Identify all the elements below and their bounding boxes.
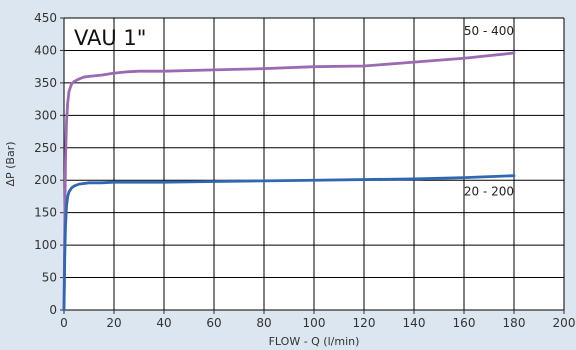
series-labels: 50 - 400 20 - 200 xyxy=(464,24,514,199)
x-axis-ticks: 0 20 40 60 80 100 120 140 160 180 200 xyxy=(60,310,575,330)
x-tick-label-140: 140 xyxy=(403,316,426,330)
series-layer xyxy=(62,51,516,312)
x-tick-label-160: 160 xyxy=(453,316,476,330)
x-tick-label-0: 0 xyxy=(60,316,68,330)
y-tick-label-450: 450 xyxy=(34,11,57,25)
y-tick-label-0: 0 xyxy=(49,303,57,317)
chart-title: VAU 1" xyxy=(74,26,146,50)
y-axis-ticks: 0 50 100 150 200 250 300 350 400 450 xyxy=(34,11,64,317)
y-tick-label-150: 150 xyxy=(34,206,57,220)
x-tick-label-100: 100 xyxy=(303,316,326,330)
x-tick-label-180: 180 xyxy=(503,316,526,330)
x-tick-label-40: 40 xyxy=(156,316,171,330)
y-tick-label-50: 50 xyxy=(42,271,57,285)
y-tick-label-250: 250 xyxy=(34,141,57,155)
x-tick-label-120: 120 xyxy=(353,316,376,330)
y-tick-label-350: 350 xyxy=(34,76,57,90)
y-tick-label-200: 200 xyxy=(34,173,57,187)
y-tick-label-300: 300 xyxy=(34,108,57,122)
y-tick-label-100: 100 xyxy=(34,238,57,252)
x-tick-label-20: 20 xyxy=(106,316,121,330)
x-axis-title: FLOW - Q (l/min) xyxy=(269,335,360,348)
series-label-0: 50 - 400 xyxy=(464,24,514,38)
y-axis-title: ΔP (Bar) xyxy=(4,141,17,186)
series-label-1: 20 - 200 xyxy=(464,185,514,199)
x-tick-label-200: 200 xyxy=(553,316,576,330)
x-tick-label-80: 80 xyxy=(256,316,271,330)
series-line-0 xyxy=(62,51,516,312)
y-tick-label-400: 400 xyxy=(34,43,57,57)
x-tick-label-60: 60 xyxy=(206,316,221,330)
series-line-1 xyxy=(62,174,516,312)
